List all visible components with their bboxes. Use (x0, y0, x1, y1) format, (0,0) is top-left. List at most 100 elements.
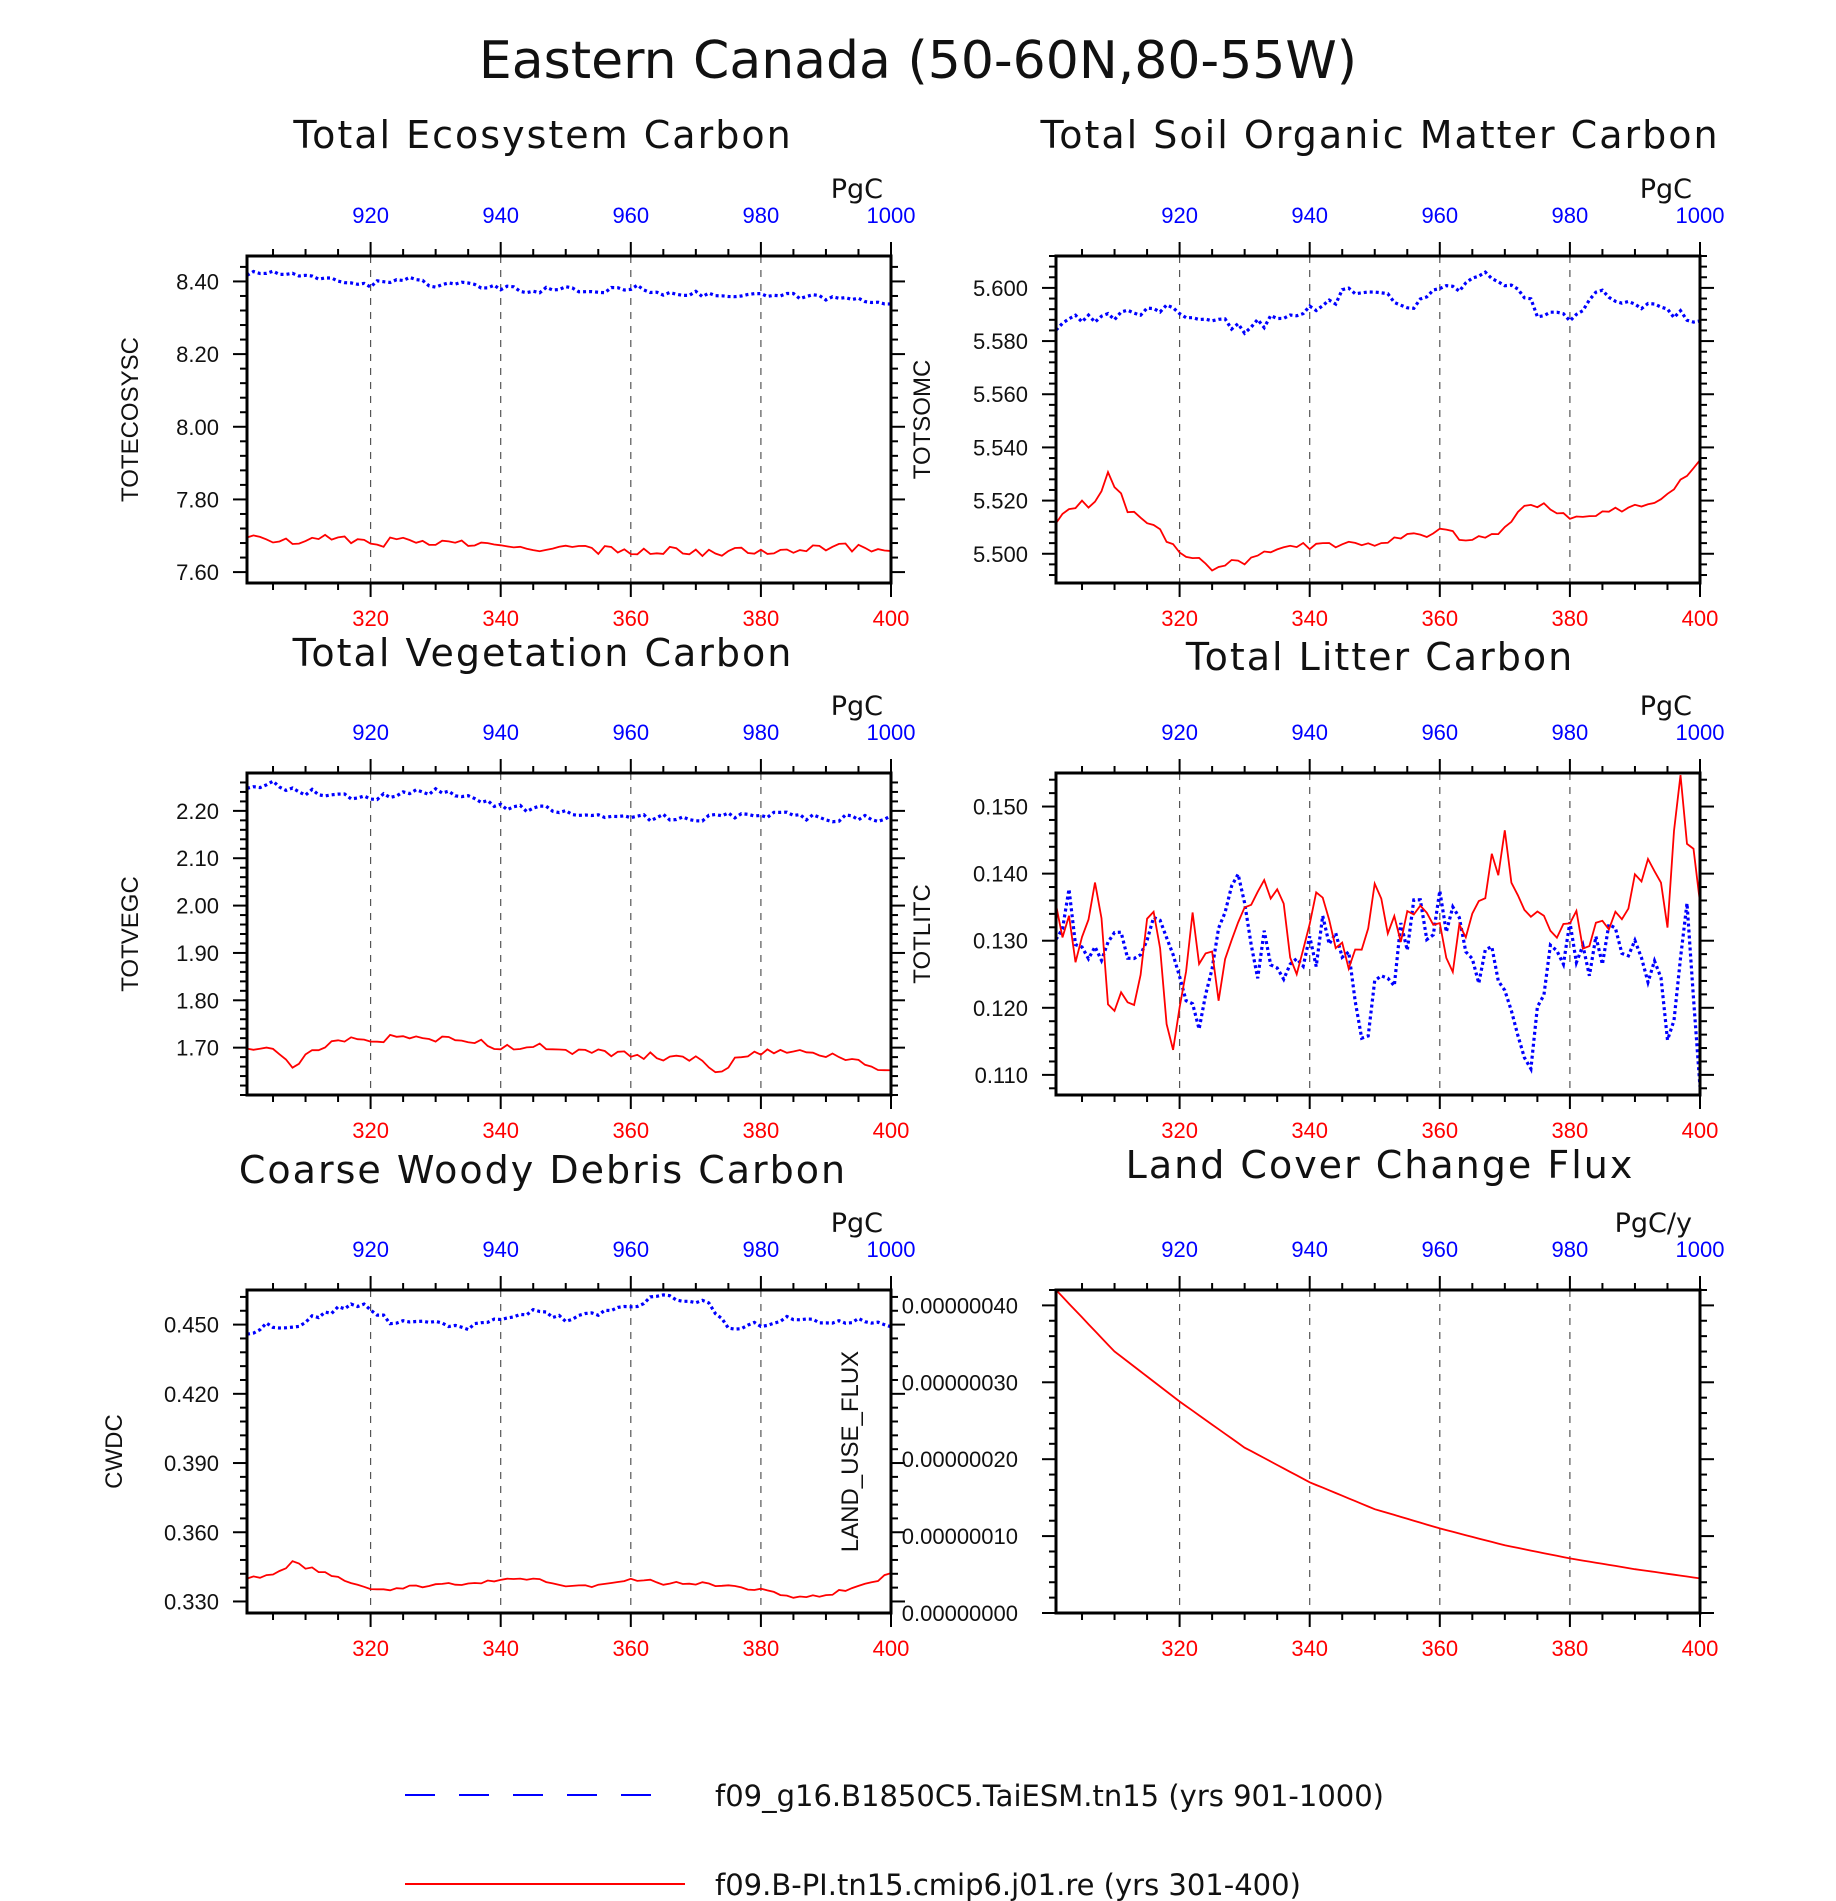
x-top-tick-label: 1000 (1676, 1237, 1725, 1262)
x-top-tick-label: 980 (1552, 720, 1589, 745)
chart-panel-2: Total Soil Organic Matter Carbon 320 340 36… (909, 113, 1724, 631)
y-tick-label: 0.00000010 (902, 1524, 1018, 1549)
chart-title: Land Cover Change Flux (1126, 1143, 1635, 1187)
x-top-tick-label: 920 (352, 203, 389, 228)
y-axis-label: TOTLITC (909, 884, 936, 984)
series-line-case2 (247, 1560, 891, 1599)
y-tick-label: 0.120 (973, 996, 1028, 1021)
series-line-case2 (247, 533, 891, 558)
x-top-tick-label: 940 (482, 720, 519, 745)
x-tick-label: 380 (743, 1118, 780, 1143)
figure-title: Eastern Canada (50-60N,80-55W) (479, 31, 1357, 91)
chart-title: Total Soil Organic Matter Carbon (1039, 113, 1719, 157)
x-top-tick-label: 920 (1161, 203, 1198, 228)
chart-title: Total Vegetation Carbon (292, 631, 794, 675)
x-tick-label: 400 (873, 606, 910, 631)
x-top-tick-label: 960 (612, 1237, 649, 1262)
x-tick-label: 340 (482, 1118, 519, 1143)
y-axis-label: LAND_USE_FLUX (837, 1351, 864, 1552)
x-top-tick-label: 960 (1421, 720, 1458, 745)
series-line-case2 (1056, 1290, 1700, 1580)
y-tick-label: 5.500 (973, 542, 1028, 567)
chart-panel-1: Total Ecosystem Carbon 320 340 360 380 400 920… (117, 113, 915, 631)
y-axis-label: TOTVEGC (117, 876, 144, 992)
x-top-tick-label: 1000 (867, 1237, 916, 1262)
y-tick-label: 2.20 (176, 799, 219, 824)
x-top-tick-label: 920 (1161, 720, 1198, 745)
series-line-case2 (1056, 459, 1700, 572)
y-tick-label: 0.420 (164, 1382, 219, 1407)
units-label: PgC (831, 691, 883, 722)
x-top-tick-label: 980 (1552, 1237, 1589, 1262)
x-top-tick-label: 920 (1161, 1237, 1198, 1262)
x-tick-label: 320 (1161, 1636, 1198, 1661)
x-top-tick-label: 940 (1291, 203, 1328, 228)
chart-panel-3: Total Vegetation Carbon 320 340 360 380 400 92… (117, 631, 915, 1143)
x-top-tick-label: 940 (1291, 720, 1328, 745)
y-tick-label: 0.130 (973, 929, 1028, 954)
y-tick-label: 5.560 (973, 382, 1028, 407)
units-label: PgC/y (1615, 1208, 1692, 1239)
y-tick-label: 5.540 (973, 435, 1028, 460)
plot-frame (245, 1288, 893, 1615)
y-tick-label: 7.80 (176, 487, 219, 512)
x-top-tick-label: 940 (1291, 1237, 1328, 1262)
x-tick-label: 360 (1421, 1636, 1458, 1661)
y-tick-label: 2.00 (176, 894, 219, 919)
x-top-tick-label: 960 (612, 203, 649, 228)
y-tick-label: 0.150 (973, 795, 1028, 820)
plot-frame (1054, 254, 1702, 585)
y-tick-label: 7.60 (176, 560, 219, 585)
x-top-tick-label: 940 (482, 203, 519, 228)
chart-title: Coarse Woody Debris Carbon (239, 1148, 847, 1192)
y-tick-label: 5.600 (973, 276, 1028, 301)
y-tick-label: 0.00000030 (902, 1370, 1018, 1395)
x-top-tick-label: 980 (743, 203, 780, 228)
x-top-tick-label: 920 (352, 1237, 389, 1262)
x-tick-label: 320 (352, 1636, 389, 1661)
y-tick-label: 8.00 (176, 415, 219, 440)
panels: Total Ecosystem Carbon 320 340 360 380 400 920… (101, 113, 1724, 1661)
x-top-tick-label: 980 (743, 1237, 780, 1262)
x-tick-label: 380 (1552, 606, 1589, 631)
y-tick-label: 1.70 (176, 1036, 219, 1061)
x-tick-label: 320 (352, 606, 389, 631)
x-tick-label: 380 (1552, 1636, 1589, 1661)
x-tick-label: 340 (1291, 1118, 1328, 1143)
y-tick-label: 8.20 (176, 342, 219, 367)
series-line-case2 (247, 1033, 891, 1074)
series-line-case2 (1056, 774, 1700, 1051)
x-tick-label: 360 (612, 1636, 649, 1661)
series-line-case1 (1056, 270, 1700, 336)
x-tick-label: 340 (1291, 606, 1328, 631)
plot-frame (245, 254, 893, 585)
x-top-tick-label: 960 (1421, 203, 1458, 228)
x-tick-label: 380 (743, 1636, 780, 1661)
x-tick-label: 380 (1552, 1118, 1589, 1143)
x-tick-label: 400 (1682, 1118, 1719, 1143)
y-tick-label: 0.00000000 (902, 1601, 1018, 1626)
units-label: PgC (831, 1208, 883, 1239)
plot-frame (1054, 1288, 1702, 1615)
x-top-tick-label: 1000 (1676, 203, 1725, 228)
chart-title: Total Ecosystem Carbon (292, 113, 792, 157)
x-tick-label: 400 (873, 1118, 910, 1143)
units-label: PgC (1640, 691, 1692, 722)
series-line-case1 (1056, 869, 1700, 1088)
y-tick-label: 0.390 (164, 1451, 219, 1476)
x-top-tick-label: 960 (612, 720, 649, 745)
x-tick-label: 360 (612, 1118, 649, 1143)
legend-label-case2: f09.B-PI.tn15.cmip6.j01.re (yrs 301-400) (715, 1868, 1301, 1901)
x-tick-label: 360 (1421, 1118, 1458, 1143)
x-tick-label: 400 (873, 1636, 910, 1661)
y-tick-label: 5.580 (973, 329, 1028, 354)
x-top-tick-label: 960 (1421, 1237, 1458, 1262)
x-top-tick-label: 980 (743, 720, 780, 745)
x-tick-label: 400 (1682, 1636, 1719, 1661)
y-tick-label: 0.00000040 (902, 1293, 1018, 1318)
series-line-case1 (247, 1293, 891, 1336)
plot-frame (1054, 771, 1702, 1097)
x-tick-label: 340 (482, 1636, 519, 1661)
y-axis-label: CWDC (101, 1414, 128, 1489)
